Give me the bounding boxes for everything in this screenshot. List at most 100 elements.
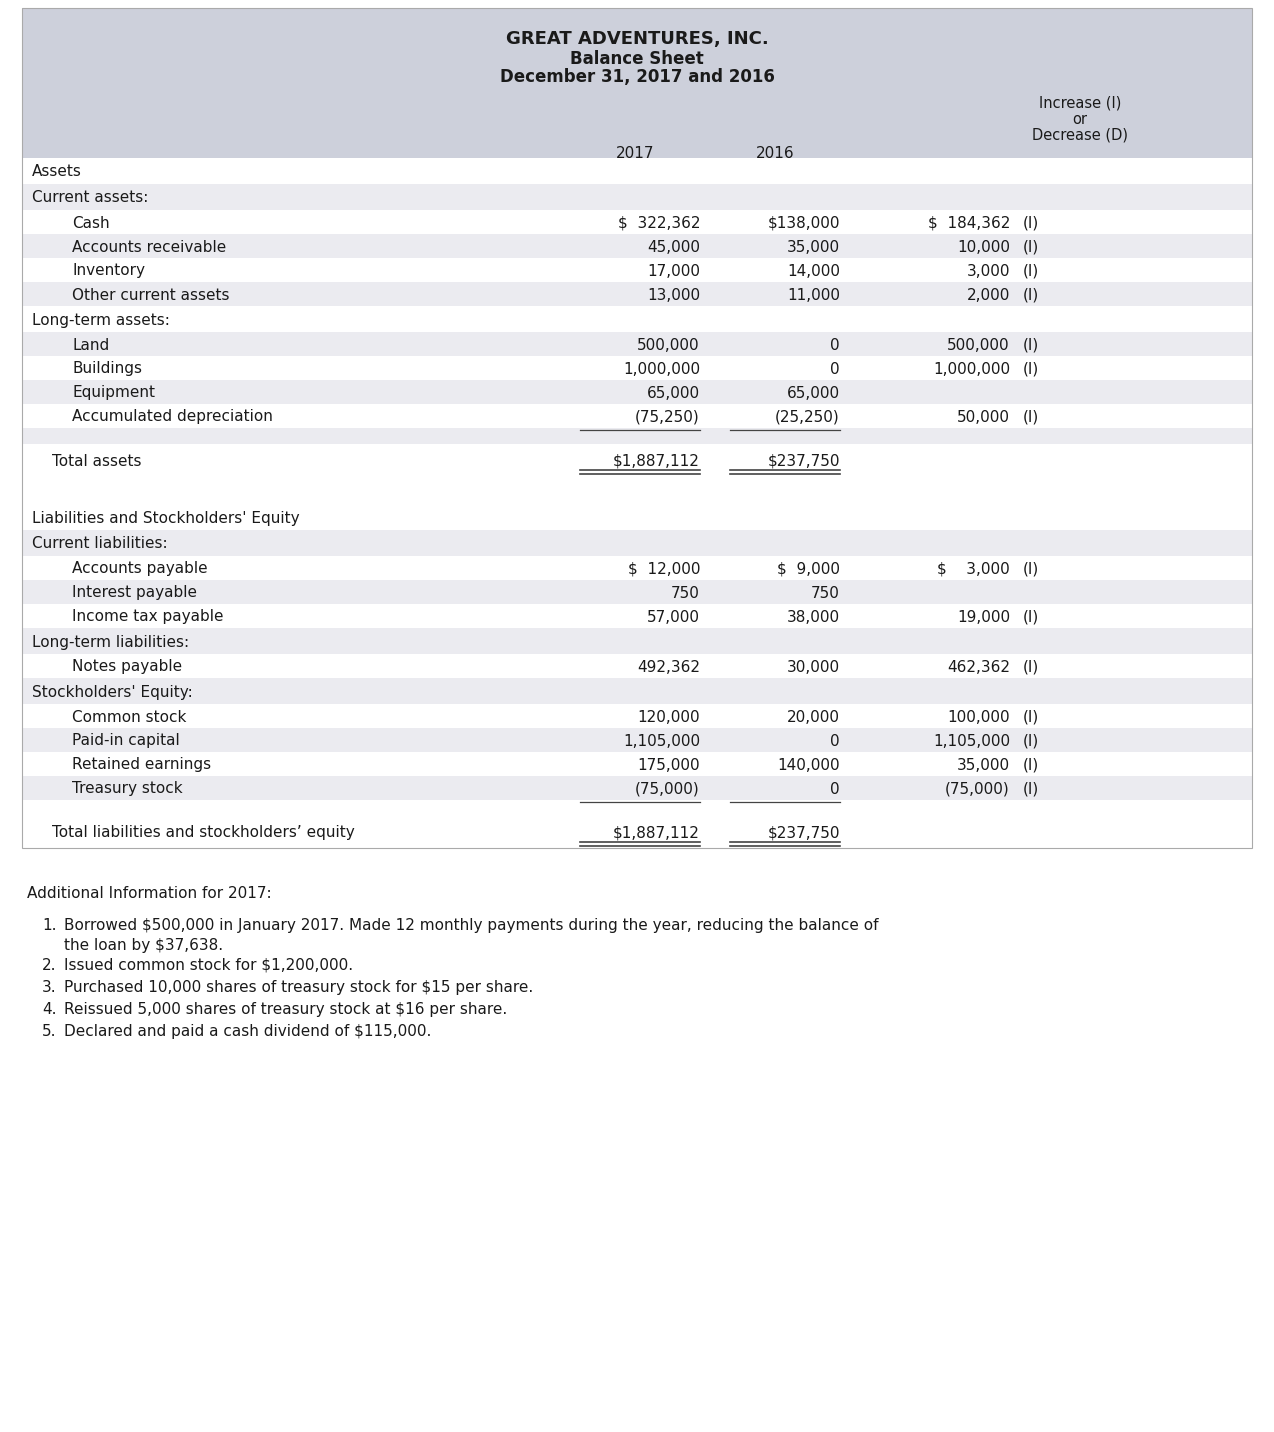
- Text: (75,000): (75,000): [636, 782, 699, 796]
- Text: Buildings: Buildings: [73, 361, 141, 377]
- Bar: [22, 677, 1252, 705]
- Text: Interest payable: Interest payable: [73, 586, 197, 600]
- Text: 492,362: 492,362: [637, 660, 699, 674]
- Text: Accounts receivable: Accounts receivable: [73, 239, 227, 255]
- Text: Liabilities and Stockholders' Equity: Liabilities and Stockholders' Equity: [32, 510, 299, 526]
- Text: (I): (I): [1023, 709, 1040, 725]
- Text: $237,750: $237,750: [767, 454, 840, 468]
- Text: Other current assets: Other current assets: [73, 288, 229, 302]
- Text: (I): (I): [1023, 561, 1040, 577]
- Bar: [22, 306, 1252, 332]
- Bar: [22, 776, 1252, 800]
- Bar: [22, 629, 1252, 654]
- Text: (I): (I): [1023, 288, 1040, 302]
- Text: 0: 0: [831, 733, 840, 749]
- Bar: [22, 282, 1252, 306]
- Text: Common stock: Common stock: [73, 709, 186, 725]
- Text: (I): (I): [1023, 660, 1040, 674]
- Bar: [22, 357, 1252, 379]
- Text: $  184,362: $ 184,362: [927, 215, 1010, 231]
- Bar: [22, 9, 1252, 848]
- Bar: [22, 530, 1252, 556]
- Text: 500,000: 500,000: [637, 338, 699, 352]
- Text: 100,000: 100,000: [948, 709, 1010, 725]
- Bar: [22, 9, 1252, 158]
- Bar: [22, 816, 1252, 848]
- Text: Current liabilities:: Current liabilities:: [32, 537, 168, 551]
- Bar: [22, 258, 1252, 282]
- Text: Additional Information for 2017:: Additional Information for 2017:: [27, 886, 271, 901]
- Bar: [22, 504, 1252, 530]
- Bar: [22, 580, 1252, 604]
- Text: Inventory: Inventory: [73, 263, 145, 278]
- Text: Stockholders' Equity:: Stockholders' Equity:: [32, 684, 192, 699]
- Text: Paid-in capital: Paid-in capital: [73, 733, 180, 749]
- Text: (75,250): (75,250): [636, 410, 699, 424]
- Text: Assets: Assets: [32, 165, 82, 179]
- Text: Reissued 5,000 shares of treasury stock at $16 per share.: Reissued 5,000 shares of treasury stock …: [64, 1002, 507, 1017]
- Text: 1,000,000: 1,000,000: [623, 361, 699, 377]
- Text: 65,000: 65,000: [647, 385, 699, 401]
- Text: 1,000,000: 1,000,000: [933, 361, 1010, 377]
- Text: 2017: 2017: [615, 146, 655, 160]
- Text: (I): (I): [1023, 610, 1040, 624]
- Bar: [22, 211, 1252, 233]
- Bar: [22, 379, 1252, 404]
- Text: $  12,000: $ 12,000: [628, 561, 699, 577]
- Text: 30,000: 30,000: [787, 660, 840, 674]
- Text: $237,750: $237,750: [767, 825, 840, 841]
- Text: Declared and paid a cash dividend of $115,000.: Declared and paid a cash dividend of $11…: [64, 1024, 432, 1040]
- Text: the loan by $37,638.: the loan by $37,638.: [64, 938, 223, 954]
- Text: 13,000: 13,000: [647, 288, 699, 302]
- Text: Total liabilities and stockholders’ equity: Total liabilities and stockholders’ equi…: [52, 825, 354, 841]
- Text: 2016: 2016: [755, 146, 794, 160]
- Text: 462,362: 462,362: [947, 660, 1010, 674]
- Text: Purchased 10,000 shares of treasury stock for $15 per share.: Purchased 10,000 shares of treasury stoc…: [64, 979, 534, 995]
- Text: Long-term liabilities:: Long-term liabilities:: [32, 634, 189, 650]
- Text: or: or: [1073, 112, 1088, 127]
- Bar: [22, 654, 1252, 677]
- Bar: [22, 183, 1252, 211]
- Text: Total assets: Total assets: [52, 454, 141, 468]
- Text: 38,000: 38,000: [787, 610, 840, 624]
- Text: Treasury stock: Treasury stock: [73, 782, 182, 796]
- Text: Balance Sheet: Balance Sheet: [571, 50, 703, 67]
- Text: 2,000: 2,000: [967, 288, 1010, 302]
- Bar: [22, 556, 1252, 580]
- Text: (I): (I): [1023, 410, 1040, 424]
- Text: $1,887,112: $1,887,112: [613, 454, 699, 468]
- Bar: [22, 727, 1252, 752]
- Text: Land: Land: [73, 338, 110, 352]
- Text: Accounts payable: Accounts payable: [73, 561, 208, 577]
- Text: 50,000: 50,000: [957, 410, 1010, 424]
- Text: 14,000: 14,000: [787, 263, 840, 278]
- Text: 120,000: 120,000: [637, 709, 699, 725]
- Text: Long-term assets:: Long-term assets:: [32, 312, 169, 328]
- Text: 4.: 4.: [42, 1002, 56, 1017]
- Text: 3.: 3.: [42, 979, 56, 995]
- Text: 1.: 1.: [42, 918, 56, 934]
- Bar: [22, 752, 1252, 776]
- Text: Increase (I): Increase (I): [1038, 96, 1121, 112]
- Text: 500,000: 500,000: [948, 338, 1010, 352]
- Text: (I): (I): [1023, 239, 1040, 255]
- Text: Accumulated depreciation: Accumulated depreciation: [73, 410, 273, 424]
- Text: (75,000): (75,000): [945, 782, 1010, 796]
- Text: 1,105,000: 1,105,000: [933, 733, 1010, 749]
- Text: 0: 0: [831, 361, 840, 377]
- Text: 45,000: 45,000: [647, 239, 699, 255]
- Bar: [22, 404, 1252, 428]
- Text: 17,000: 17,000: [647, 263, 699, 278]
- Text: 1,105,000: 1,105,000: [623, 733, 699, 749]
- Text: $  322,362: $ 322,362: [618, 215, 699, 231]
- Text: Cash: Cash: [73, 215, 110, 231]
- Bar: [22, 332, 1252, 357]
- Text: 35,000: 35,000: [787, 239, 840, 255]
- Text: Decrease (D): Decrease (D): [1032, 127, 1127, 143]
- Text: Borrowed $500,000 in January 2017. Made 12 monthly payments during the year, red: Borrowed $500,000 in January 2017. Made …: [64, 918, 879, 934]
- Text: 65,000: 65,000: [787, 385, 840, 401]
- Text: $138,000: $138,000: [767, 215, 840, 231]
- Text: (I): (I): [1023, 361, 1040, 377]
- Text: Notes payable: Notes payable: [73, 660, 182, 674]
- Text: 11,000: 11,000: [787, 288, 840, 302]
